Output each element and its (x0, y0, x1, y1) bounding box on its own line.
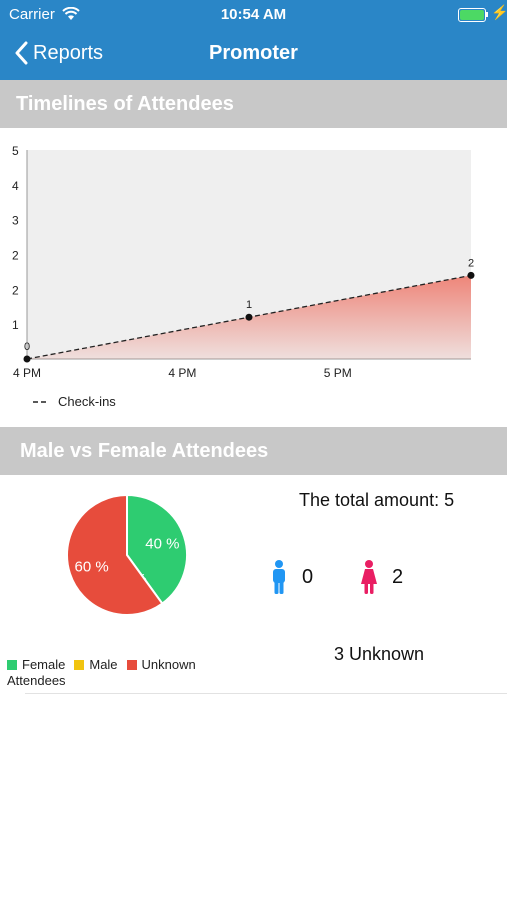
carrier-label: Carrier (9, 6, 55, 23)
wifi-icon (62, 7, 80, 20)
pie-label: 40 % (145, 536, 179, 553)
divider (25, 693, 507, 694)
back-button[interactable]: Reports (14, 41, 103, 65)
gender-counts: 0 2 (270, 560, 470, 600)
male-count: 0 (302, 565, 314, 588)
timeline-section-title: Timelines of Attendees (16, 93, 234, 115)
legend-item-male: Male (74, 657, 118, 672)
status-bar: Carrier 10:54 AM ⚡ (0, 0, 507, 28)
male-person-icon (273, 560, 285, 594)
pie-legend-title: Attendees (7, 673, 66, 688)
pie-slice-unknown (66, 493, 164, 616)
total-amount: The total amount: 5 (299, 490, 455, 510)
gender-section-header: Male vs Female Attendees (0, 427, 507, 475)
gender-section-title: Male vs Female Attendees (20, 440, 269, 462)
charging-bolt-icon: ⚡ (491, 4, 507, 20)
unknown-count: 3 Unknown (334, 644, 425, 664)
legend-item-female: Female (7, 657, 65, 672)
battery-icon (458, 8, 486, 22)
female-person-icon (361, 560, 377, 594)
data-point (467, 271, 475, 279)
data-label: 0 (24, 341, 30, 353)
pie-legend: Female Male Unknown (7, 657, 205, 672)
page-title: Promoter (209, 42, 298, 64)
y-tick-label: 1 (12, 318, 19, 332)
x-tick-label: 4 PM (13, 366, 41, 380)
back-label: Reports (33, 41, 104, 64)
data-point (245, 313, 253, 321)
clock: 10:54 AM (220, 6, 287, 23)
x-tick-label: 5 PM (324, 366, 352, 380)
data-label: 2 (468, 257, 474, 269)
y-tick-label: 5 (12, 144, 19, 158)
y-tick-label: 3 (12, 214, 19, 228)
female-count: 2 (392, 565, 404, 588)
data-point (23, 355, 31, 363)
legend-label: Check-ins (58, 394, 116, 409)
nav-bar: Reports Promoter (0, 28, 507, 80)
female-count-item: 2 (360, 560, 403, 594)
legend-item-unknown: Unknown (126, 657, 196, 672)
timeline-section-header: Timelines of Attendees (0, 80, 507, 128)
x-tick-label: 4 PM (168, 366, 196, 380)
data-label: 1 (246, 299, 252, 311)
gender-pie-chart: 40 %0 %60 % (66, 493, 188, 616)
chevron-left-icon (15, 41, 28, 65)
y-tick-label: 4 (12, 179, 19, 193)
y-tick-label: 2 (12, 283, 19, 297)
y-tick-label: 2 (12, 249, 19, 263)
pie-slice-female (126, 493, 188, 605)
male-count-item: 0 (270, 560, 313, 594)
pie-label: 60 % (75, 558, 109, 575)
